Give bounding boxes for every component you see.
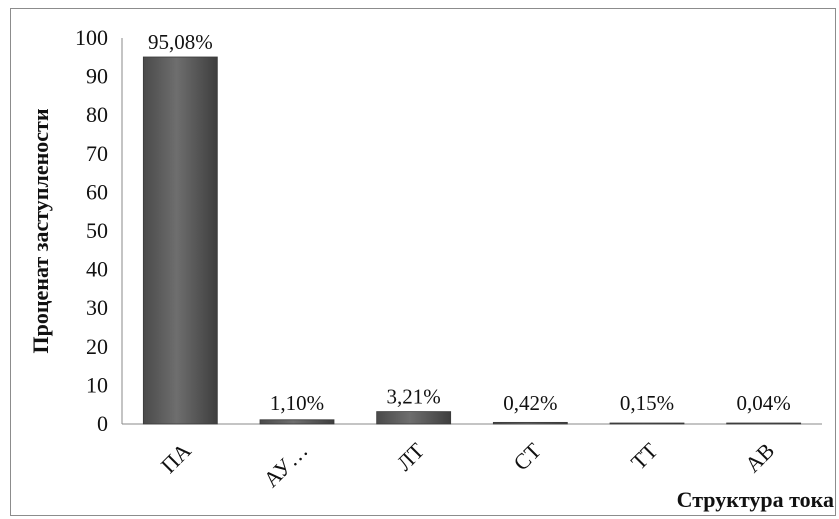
category-label: АУ… bbox=[258, 438, 312, 492]
y-tick-label: 0 bbox=[97, 411, 108, 436]
y-tick-label: 40 bbox=[86, 257, 108, 282]
data-label: 0,04% bbox=[737, 391, 791, 415]
data-label: 0,42% bbox=[503, 391, 557, 415]
category-labels: ПА АУ… ЛТ СТ ТТ АВ bbox=[156, 437, 779, 492]
category-label: СТ bbox=[508, 437, 546, 475]
y-tick-labels: 0 10 20 30 40 50 60 70 80 90 100 bbox=[75, 25, 108, 436]
data-label: 95,08% bbox=[148, 30, 213, 54]
x-axis-title: Структура тока bbox=[677, 487, 834, 512]
y-tick-label: 70 bbox=[86, 141, 108, 166]
bar bbox=[726, 422, 802, 425]
y-tick-label: 90 bbox=[86, 64, 108, 89]
category-label: ТТ bbox=[626, 437, 663, 474]
bar bbox=[142, 56, 218, 425]
data-label: 1,10% bbox=[270, 391, 324, 415]
data-label: 0,15% bbox=[620, 391, 674, 415]
y-tick-label: 60 bbox=[86, 179, 108, 204]
bar bbox=[609, 422, 685, 425]
y-axis-title: Проценат заступлености bbox=[28, 108, 53, 353]
y-tick-label: 80 bbox=[86, 102, 108, 127]
bars bbox=[142, 56, 802, 425]
y-tick-label: 50 bbox=[86, 218, 108, 243]
category-label: АВ bbox=[740, 438, 779, 477]
category-label: ПА bbox=[156, 438, 196, 478]
data-label: 3,21% bbox=[387, 385, 441, 409]
y-tick-label: 20 bbox=[86, 334, 108, 359]
y-tick-label: 10 bbox=[86, 372, 108, 397]
category-label: ЛТ bbox=[391, 437, 429, 475]
data-labels: 95,08% 1,10% 3,21% 0,42% 0,15% 0,04% bbox=[148, 30, 791, 415]
bar bbox=[492, 421, 568, 425]
y-tick-label: 30 bbox=[86, 295, 108, 320]
bar bbox=[376, 411, 452, 425]
y-tick-label: 100 bbox=[75, 25, 108, 50]
bar bbox=[259, 419, 335, 425]
